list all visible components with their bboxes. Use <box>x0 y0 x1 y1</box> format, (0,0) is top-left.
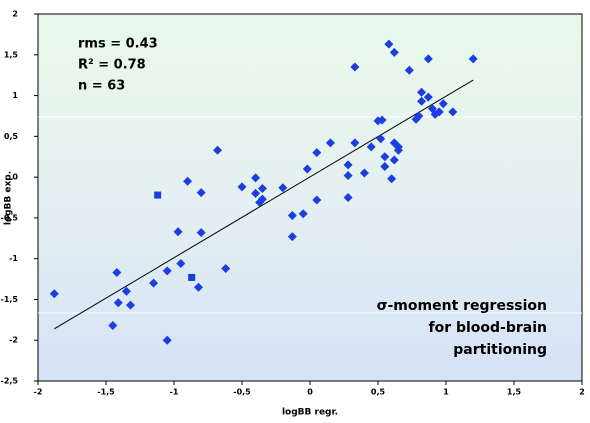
point <box>389 155 399 165</box>
point <box>173 227 183 237</box>
x-tick-label: -1,5 <box>97 388 115 397</box>
point <box>287 232 297 242</box>
point <box>257 184 267 194</box>
point <box>257 194 267 204</box>
fit-line <box>54 79 474 330</box>
point <box>393 142 403 152</box>
point <box>237 182 247 192</box>
point <box>193 282 203 292</box>
point <box>312 148 322 158</box>
point <box>350 62 360 72</box>
point <box>468 54 478 64</box>
point <box>302 164 312 174</box>
point <box>448 107 458 117</box>
annotation: σ-moment regression <box>377 298 547 314</box>
y-tick-label: -1 <box>9 254 18 263</box>
point <box>162 266 172 276</box>
point <box>389 47 399 57</box>
y-axis-label: logBB exp. <box>4 171 14 225</box>
point <box>154 191 162 199</box>
point <box>278 183 288 193</box>
point <box>176 259 186 269</box>
point <box>404 65 414 75</box>
point <box>377 115 387 125</box>
point <box>162 335 172 345</box>
x-tick-label: -2 <box>34 388 43 397</box>
point <box>312 195 322 205</box>
x-tick-label: 2 <box>579 388 585 397</box>
plot-area <box>37 13 583 382</box>
point <box>423 54 433 64</box>
y-tick-label: 1 <box>12 91 18 100</box>
x-tick-label: 1 <box>443 388 449 397</box>
point <box>251 173 261 183</box>
point <box>49 289 59 299</box>
y-tick-label: 0 <box>12 173 18 182</box>
point <box>343 160 353 170</box>
point <box>251 188 261 198</box>
x-tick-label: -0,5 <box>233 388 251 397</box>
point <box>366 142 376 152</box>
point <box>417 96 427 106</box>
y-tick-label: 1,5 <box>4 50 19 59</box>
point <box>113 298 123 308</box>
point <box>343 193 353 202</box>
point <box>325 138 335 148</box>
stat-text: R² = 0.78 <box>78 58 146 73</box>
point <box>417 87 427 97</box>
annotation: partitioning <box>453 342 547 358</box>
point <box>376 134 386 144</box>
point <box>414 111 424 121</box>
stat-text: rms = 0.43 <box>78 37 158 52</box>
point <box>125 300 135 310</box>
y-tick-label: 0,5 <box>4 132 19 141</box>
point <box>387 174 397 184</box>
y-tick-label: -2 <box>9 336 18 345</box>
point <box>298 209 308 219</box>
x-tick-label: 1,5 <box>507 388 522 397</box>
point <box>380 152 390 162</box>
x-axis-label: logBB regr. <box>282 408 338 418</box>
point <box>343 170 353 180</box>
point <box>350 138 360 148</box>
annotation: for blood-brain <box>428 320 547 336</box>
y-tick-label: -1,5 <box>1 295 19 304</box>
point <box>183 176 193 186</box>
point <box>149 278 159 288</box>
y-tick-label: 2 <box>12 10 18 19</box>
point <box>221 263 231 273</box>
x-tick-label: -1 <box>170 388 179 397</box>
point <box>213 145 223 155</box>
point <box>188 273 196 281</box>
point <box>438 99 448 109</box>
stat-text: n = 63 <box>78 79 125 94</box>
point <box>196 188 206 198</box>
point <box>380 162 390 172</box>
y-tick-label: -0,5 <box>1 213 19 222</box>
point <box>121 286 131 296</box>
point <box>108 321 118 331</box>
x-tick-label: 0,5 <box>371 388 386 397</box>
point <box>287 210 297 220</box>
point <box>423 92 433 102</box>
point <box>384 39 394 49</box>
point <box>112 268 122 278</box>
y-tick-label: -2,5 <box>1 377 19 386</box>
point <box>196 228 206 238</box>
point <box>359 168 369 178</box>
point <box>434 107 444 117</box>
x-tick-label: 0 <box>307 388 313 397</box>
